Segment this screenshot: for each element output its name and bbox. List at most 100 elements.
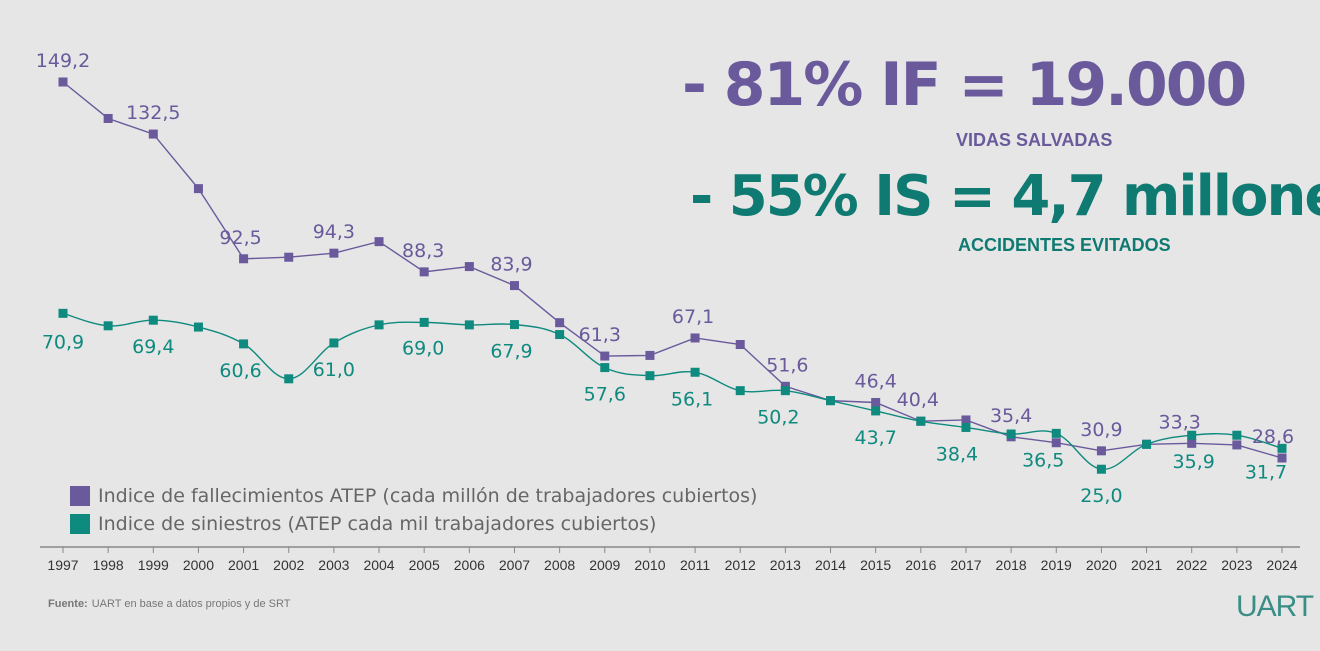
data-label-deaths: 94,3 (313, 221, 355, 243)
data-point-deaths (1051, 438, 1061, 448)
x-tick-label: 1999 (138, 557, 169, 573)
data-point-deaths (103, 113, 113, 123)
x-tick-label: 2001 (228, 557, 259, 573)
data-labels: 149,2 132,5 92,5 94,3 88,3 83,9 61,3 67,1 51,6 46… (36, 50, 1294, 507)
data-label-deaths: 67,1 (672, 306, 714, 328)
data-point-accidents (1142, 439, 1152, 449)
data-point-accidents (239, 339, 249, 349)
x-tick-label: 2004 (363, 557, 394, 573)
x-tick-label: 2010 (634, 557, 665, 573)
accidents-reduction-headline: - 55% IS = 4,7 millones (690, 164, 1320, 229)
x-tick-label: 2005 (409, 557, 440, 573)
data-point-accidents (419, 317, 429, 327)
x-tick-label: 2022 (1176, 557, 1207, 573)
data-point-deaths (1187, 438, 1197, 448)
data-point-deaths (284, 252, 294, 262)
source-text: UART en base a datos propios y de SRT (91, 598, 291, 610)
data-point-deaths (1232, 440, 1242, 450)
x-tick-label: 2006 (454, 557, 485, 573)
data-point-accidents (103, 321, 113, 331)
data-point-accidents (871, 406, 881, 416)
data-point-accidents (509, 320, 519, 330)
data-point-deaths (374, 237, 384, 247)
data-point-accidents (284, 374, 294, 384)
data-label-accidents: 67,9 (490, 341, 532, 363)
data-point-deaths (645, 350, 655, 360)
data-label-deaths: 83,9 (490, 254, 532, 276)
x-tick-label: 2000 (183, 557, 214, 573)
data-label-deaths: 35,4 (990, 405, 1032, 427)
data-point-deaths (735, 340, 745, 350)
data-point-accidents (464, 320, 474, 330)
legend-item-accidents: Indice de siniestros (ATEP cada mil trab… (70, 510, 757, 538)
x-tick-label: 2020 (1086, 557, 1117, 573)
x-tick-label: 2011 (680, 557, 710, 573)
x-tick-label: 1998 (93, 557, 124, 573)
data-label-deaths: 88,3 (402, 240, 444, 262)
data-point-accidents (193, 322, 203, 332)
data-point-accidents (1277, 443, 1287, 453)
x-tick-label: 2009 (589, 557, 620, 573)
x-tick-label: 2002 (273, 557, 304, 573)
x-tick-label: 1997 (47, 557, 78, 573)
data-label-accidents: 31,7 (1245, 461, 1287, 483)
data-label-deaths: 51,6 (766, 354, 808, 376)
data-point-deaths (193, 184, 203, 194)
data-point-deaths (419, 267, 429, 277)
data-label-deaths: 40,4 (897, 389, 939, 411)
data-label-accidents: 35,9 (1173, 451, 1215, 473)
data-point-accidents (1006, 429, 1016, 439)
data-point-deaths (961, 415, 971, 425)
x-tick-label: 2003 (318, 557, 349, 573)
data-label-accidents: 25,0 (1080, 485, 1122, 507)
data-point-deaths (58, 77, 68, 87)
x-tick-label: 2008 (544, 557, 575, 573)
legend-item-deaths: Indice de fallecimientos ATEP (cada mill… (70, 482, 757, 510)
data-point-accidents (780, 386, 790, 396)
data-point-accidents (555, 330, 565, 340)
data-point-accidents (1096, 464, 1106, 474)
x-tick-label: 2016 (905, 557, 936, 573)
data-label-accidents: 36,5 (1022, 449, 1064, 471)
chart-legend: Indice de fallecimientos ATEP (cada mill… (70, 482, 757, 538)
x-tick-label: 2015 (860, 557, 891, 573)
legend-label-accidents: Indice de siniestros (ATEP cada mil trab… (98, 513, 657, 535)
data-point-accidents (690, 367, 700, 377)
data-point-accidents (374, 320, 384, 330)
data-label-accidents: 69,0 (402, 337, 444, 359)
x-tick-label: 2023 (1221, 557, 1252, 573)
legend-swatch-accidents (70, 514, 90, 534)
x-axis-ticks: 1997 1998 1999 2000 2001 2002 2003 2004 2005 2006… (47, 547, 1298, 573)
data-label-deaths: 33,3 (1159, 411, 1201, 433)
data-label-deaths: 46,4 (855, 371, 897, 393)
data-point-deaths (329, 248, 339, 258)
data-point-accidents (148, 315, 158, 325)
data-point-deaths (239, 254, 249, 264)
x-tick-label: 2024 (1266, 557, 1297, 573)
data-point-deaths (509, 281, 519, 291)
data-point-deaths (464, 262, 474, 272)
x-tick-label: 2019 (1041, 557, 1072, 573)
x-tick-label: 2007 (499, 557, 530, 573)
uart-logo: UART (1236, 590, 1314, 623)
data-point-deaths (148, 129, 158, 139)
data-label-deaths: 61,3 (579, 324, 621, 346)
data-label-deaths: 149,2 (36, 50, 90, 72)
series-markers (58, 77, 1287, 474)
data-point-accidents (58, 308, 68, 318)
x-tick-label: 2018 (996, 557, 1027, 573)
accidents-avoided-subtitle: ACCIDENTES EVITADOS (958, 235, 1171, 255)
data-point-accidents (916, 416, 926, 426)
x-tick-label: 2021 (1131, 557, 1162, 573)
data-label-accidents: 43,7 (855, 427, 897, 449)
data-label-deaths: 92,5 (219, 227, 261, 249)
x-tick-label: 2014 (815, 557, 846, 573)
data-label-accidents: 61,0 (313, 359, 355, 381)
data-point-accidents (645, 371, 655, 381)
data-label-accidents: 70,9 (42, 331, 84, 353)
series-line-accidents (62, 312, 1283, 470)
data-label-accidents: 60,6 (219, 360, 261, 382)
data-point-deaths (871, 398, 881, 408)
lives-saved-subtitle: VIDAS SALVADAS (956, 130, 1113, 150)
